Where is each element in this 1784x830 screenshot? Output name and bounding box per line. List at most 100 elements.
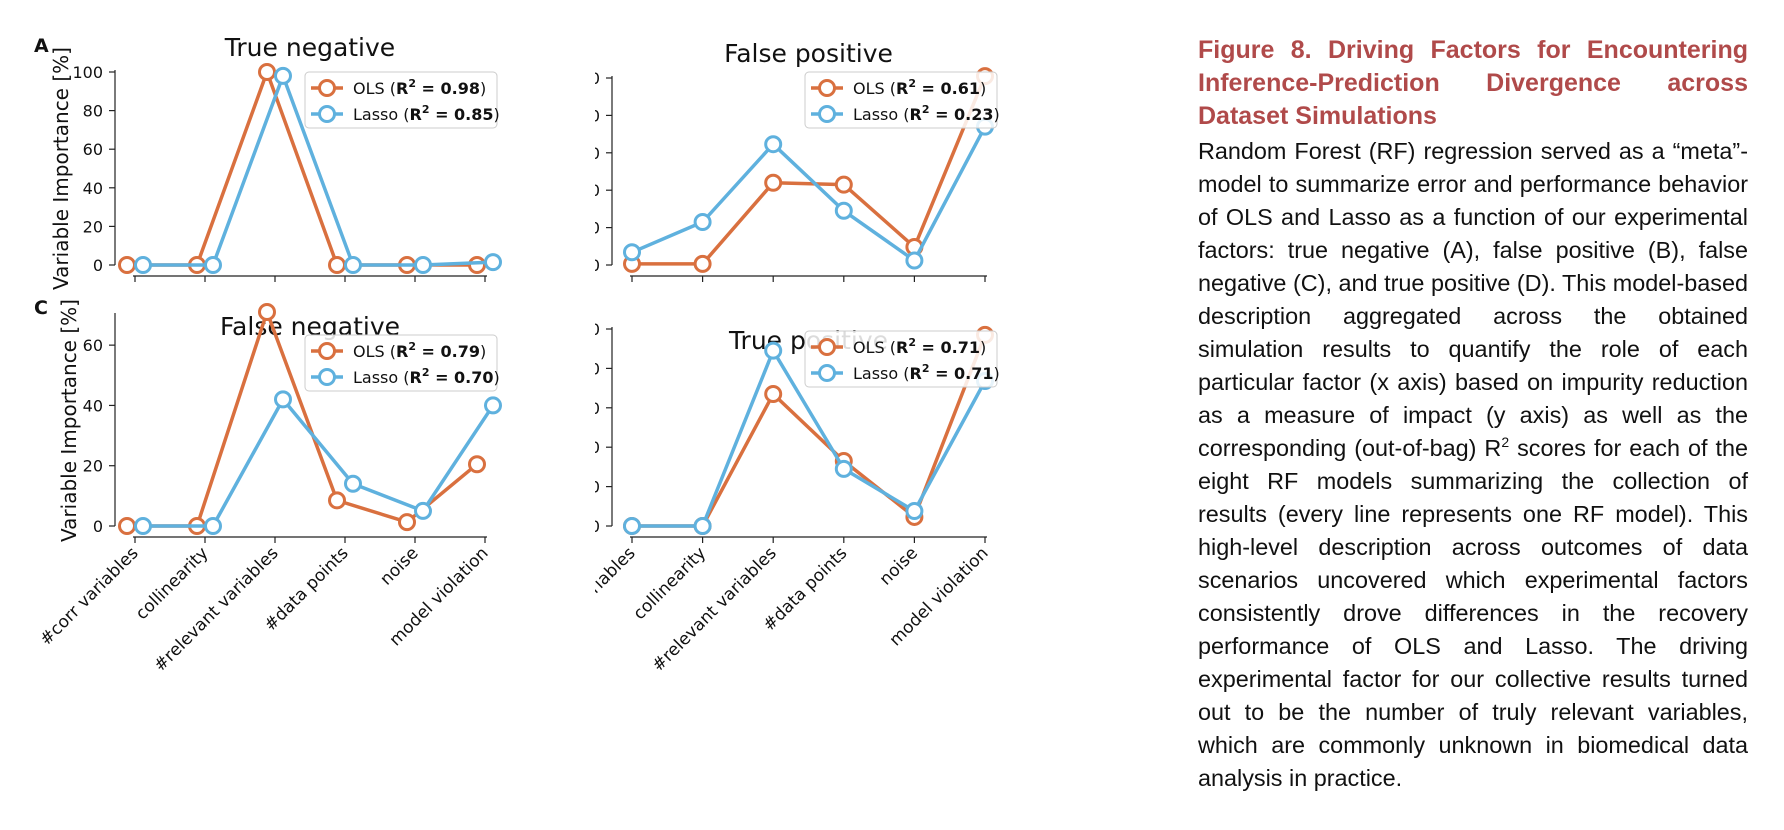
data-point-ols bbox=[468, 256, 486, 274]
data-point-lasso bbox=[344, 256, 362, 274]
y-tick-label: 20 bbox=[595, 181, 600, 200]
legend-box bbox=[304, 71, 498, 129]
legend-box bbox=[804, 330, 998, 388]
data-point-lasso bbox=[693, 517, 712, 535]
figure-caption: Figure 8. Driving Factors for Encounteri… bbox=[1198, 34, 1748, 795]
y-tick-label: 10 bbox=[595, 219, 600, 238]
data-point-ols bbox=[693, 254, 712, 273]
data-point-lasso bbox=[274, 66, 292, 85]
legend-label-ols: OLS (R2 = 0.61) bbox=[853, 77, 986, 98]
legend-marker bbox=[318, 105, 336, 123]
y-tick-label: 40 bbox=[595, 106, 600, 125]
y-tick-label: 40 bbox=[595, 359, 600, 378]
data-point-ols bbox=[328, 256, 346, 274]
y-tick-label: 0 bbox=[595, 256, 600, 275]
y-tick-label: 40 bbox=[83, 179, 103, 198]
legend-label-lasso: Lasso (R2 = 0.70) bbox=[353, 366, 500, 387]
panel-a-true-negative: A True negative Variable Importance [%] 0 20… bbox=[34, 33, 502, 290]
y-tick-label: 100 bbox=[72, 63, 103, 82]
panel-d-true-positive: DTrue positive01020304050#corr variables… bbox=[595, 320, 1000, 676]
y-tick-label: 0 bbox=[93, 517, 103, 536]
data-point-lasso bbox=[764, 341, 783, 360]
legend-box bbox=[804, 71, 998, 129]
legend-marker bbox=[818, 79, 836, 97]
x-tick-label: #corr variables bbox=[595, 543, 640, 650]
data-point-lasso bbox=[204, 256, 222, 274]
legend-box bbox=[304, 334, 498, 392]
data-point-lasso bbox=[764, 135, 783, 154]
data-point-ols bbox=[258, 63, 276, 81]
legend-label-lasso: Lasso (R2 = 0.85) bbox=[353, 103, 500, 124]
panel-title: False positive bbox=[724, 39, 893, 68]
y-tick-label: 50 bbox=[595, 320, 600, 339]
data-point-lasso bbox=[693, 212, 712, 231]
y-tick-label: 60 bbox=[83, 140, 103, 159]
panel-b-false-positive: BFalse positive01020304050OLS (R2 = 0.61… bbox=[595, 39, 1000, 282]
data-point-ols bbox=[118, 256, 136, 274]
caption-body-part1: Random Forest (RF) regression served as … bbox=[1198, 138, 1748, 461]
panel-letter: C bbox=[34, 300, 48, 319]
legend-marker bbox=[318, 368, 336, 386]
data-point-ols bbox=[468, 455, 486, 474]
data-point-lasso bbox=[134, 256, 152, 274]
data-point-lasso bbox=[274, 390, 292, 409]
legend-marker bbox=[818, 105, 836, 123]
series-line-lasso bbox=[631, 125, 987, 263]
data-point-ols bbox=[398, 513, 416, 532]
data-point-ols bbox=[834, 175, 853, 194]
data-point-lasso bbox=[134, 517, 152, 535]
caption-superscript: 2 bbox=[1501, 434, 1510, 451]
y-tick-label: 50 bbox=[595, 69, 600, 88]
data-point-lasso bbox=[905, 502, 924, 521]
data-point-ols bbox=[328, 491, 346, 510]
y-tick-label: 10 bbox=[595, 478, 600, 497]
data-point-lasso bbox=[204, 517, 222, 535]
panel-letter: A bbox=[34, 35, 49, 57]
data-point-lasso bbox=[834, 459, 853, 478]
y-tick-label: 0 bbox=[595, 517, 600, 536]
data-point-lasso bbox=[344, 474, 362, 493]
y-tick-label: 30 bbox=[595, 144, 600, 163]
legend-label-ols: OLS (R2 = 0.98) bbox=[353, 77, 486, 98]
data-point-ols bbox=[258, 302, 276, 321]
legend-label-ols: OLS (R2 = 0.79) bbox=[353, 340, 486, 361]
data-point-lasso bbox=[905, 251, 924, 270]
legend-marker bbox=[318, 79, 336, 97]
y-tick-label: 0 bbox=[93, 256, 103, 275]
series-line-lasso bbox=[143, 74, 494, 267]
caption-body: Random Forest (RF) regression served as … bbox=[1198, 135, 1748, 795]
caption-title: Figure 8. Driving Factors for Encounteri… bbox=[1198, 36, 1748, 130]
legend-marker bbox=[818, 364, 836, 382]
data-point-lasso bbox=[623, 517, 641, 535]
data-point-lasso bbox=[414, 256, 432, 274]
figure-8: A True negative Variable Importance [%] 0 20… bbox=[34, 33, 1000, 676]
data-point-lasso bbox=[484, 253, 502, 272]
y-tick-label: 20 bbox=[83, 457, 103, 476]
x-tick-label: noise bbox=[876, 543, 922, 589]
x-tick-label: #relevant variables bbox=[150, 543, 283, 676]
data-point-lasso bbox=[623, 243, 641, 262]
y-axis-label: Variable Importance [%] bbox=[49, 47, 73, 290]
legend-label-lasso: Lasso (R2 = 0.71) bbox=[853, 362, 1000, 383]
data-point-lasso bbox=[414, 501, 432, 520]
data-point-ols bbox=[764, 173, 783, 192]
y-axis-label: Variable Importance [%] bbox=[57, 300, 81, 542]
legend-label-lasso: Lasso (R2 = 0.23) bbox=[853, 103, 1000, 124]
data-point-lasso bbox=[834, 201, 853, 220]
x-tick-label: #corr variables bbox=[36, 543, 143, 650]
series-line-lasso bbox=[143, 397, 495, 528]
x-tick-label: #relevant variables bbox=[648, 543, 781, 676]
y-tick-label: 20 bbox=[83, 217, 103, 236]
legend-marker bbox=[818, 338, 836, 356]
data-point-ols bbox=[118, 517, 136, 535]
panel-title: True negative bbox=[224, 33, 395, 62]
data-point-lasso bbox=[484, 396, 502, 415]
y-tick-label: 20 bbox=[595, 438, 600, 457]
series-line-ols bbox=[632, 75, 987, 266]
series-line-lasso bbox=[632, 348, 987, 528]
data-point-ols bbox=[764, 385, 783, 404]
legend-marker bbox=[318, 342, 336, 360]
legend-label-ols: OLS (R2 = 0.71) bbox=[853, 336, 986, 357]
y-tick-label: 60 bbox=[83, 336, 103, 355]
